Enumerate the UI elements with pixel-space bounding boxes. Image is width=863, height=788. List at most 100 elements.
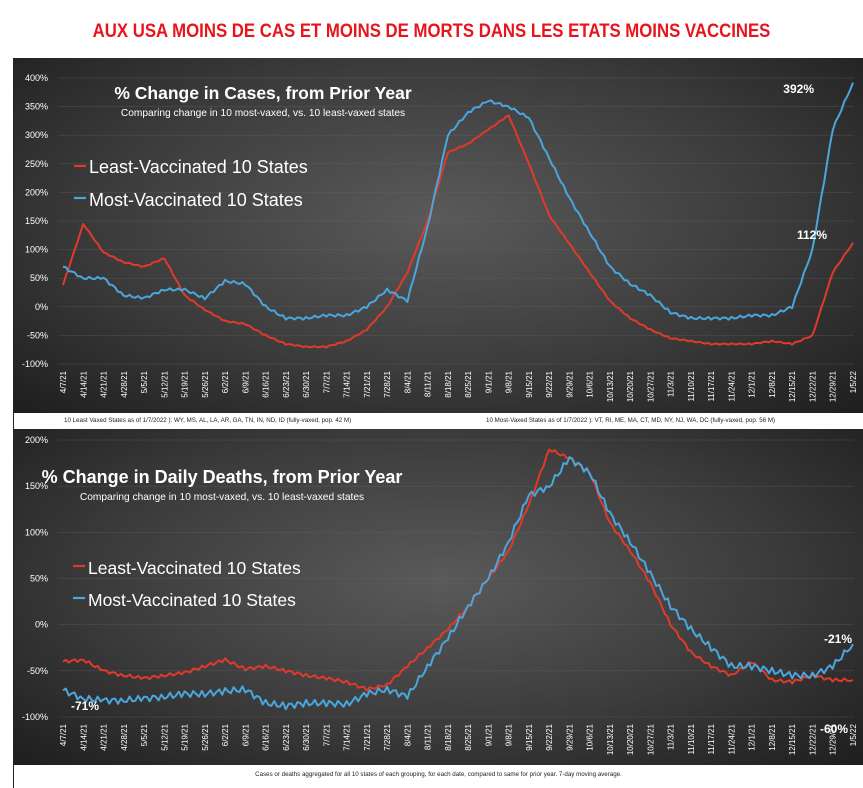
x-tick-label: 1/5/22 [849,723,858,746]
deaths-chart-panel: 200% 150% 100% 50% 0% -50% -100% 4/7/21 4/14/21… [14,429,863,765]
x-tick-label: 9/22/21 [545,723,554,750]
x-tick-label: 12/1/21 [748,723,757,750]
x-tick-label: 6/9/21 [241,723,250,746]
x-tick-label: 10/6/21 [586,370,595,397]
annotation-cases-most-end: 392% [783,82,814,96]
x-tick-label: 8/25/21 [464,370,473,397]
x-tick-label: 11/17/21 [707,723,716,754]
x-tick-label: 4/21/21 [100,723,109,750]
x-tick-label: 5/5/21 [140,370,149,393]
x-tick-label: 5/26/21 [201,723,210,750]
x-tick-label: 10/20/21 [626,723,635,755]
x-tick-label: 6/23/21 [282,370,291,397]
y-tick-label: -100% [22,359,48,369]
deaths-chart: 200% 150% 100% 50% 0% -50% -100% 4/7/21 4/14/21… [22,435,858,755]
cases-y-ticks: 400% 350% 300% 250% 200% 150% 100% 50% 0% -50% -10… [22,73,48,369]
y-tick-label: 200% [25,187,48,197]
x-tick-label: 6/9/21 [241,370,250,393]
x-tick-label: 7/14/21 [343,370,352,397]
y-tick-label: -50% [27,330,48,340]
x-tick-label: 9/8/21 [505,370,514,393]
x-tick-label: 11/10/21 [687,370,696,401]
cases-gridlines [58,77,854,365]
x-tick-label: 8/18/21 [444,370,453,397]
x-tick-label: 6/2/21 [221,723,230,746]
legend-least-label: Least-Vaccinated 10 States [88,558,301,578]
x-tick-label: 9/15/21 [525,370,534,397]
deaths-chart-subtitle: Comparing change in 10 most-vaxed, vs. 1… [80,492,364,503]
state-lists-caption: 10 Least Vaxed States as of 1/7/2022 ): … [14,413,863,429]
y-tick-label: 350% [25,102,48,112]
x-tick-label: 12/15/21 [788,370,797,402]
x-tick-label: 10/13/21 [606,370,615,402]
x-tick-label: 7/28/21 [383,723,392,750]
y-tick-label: 200% [25,435,48,445]
x-tick-label: 7/7/21 [322,370,331,393]
x-tick-label: 5/26/21 [201,370,210,397]
x-tick-label: 1/5/22 [849,370,858,393]
x-tick-label: 9/22/21 [545,370,554,397]
x-tick-label: 9/1/21 [484,370,493,393]
annotation-deaths-most-end: -21% [824,632,852,646]
x-tick-label: 5/12/21 [160,370,169,397]
x-tick-label: 6/30/21 [302,723,311,750]
annotation-deaths-least-end: -60% [820,722,848,736]
y-tick-label: 150% [25,481,48,491]
cases-series-lines [62,82,854,349]
x-tick-label: 4/14/21 [79,723,88,750]
x-tick-label: 5/12/21 [160,723,169,750]
x-tick-label: 12/8/21 [768,370,777,397]
x-tick-label: 11/24/21 [727,370,736,401]
deaths-x-ticks: 4/7/21 4/14/21 4/21/21 4/28/21 5/5/21 5/12/21… [59,723,858,755]
series-line-most-vaccinated [62,82,854,321]
x-tick-label: 4/7/21 [59,723,68,746]
x-tick-label: 12/22/21 [808,723,817,755]
x-tick-label: 8/25/21 [464,723,473,750]
left-border [13,58,14,788]
cases-x-ticks: 4/7/21 4/14/21 4/21/21 4/28/21 5/5/21 5/12/21… [59,370,858,402]
x-tick-label: 6/23/21 [282,723,291,750]
most-vaxed-states-caption: 10 Most-Vaxed States as of 1/7/2022 ): V… [486,417,776,424]
x-tick-label: 12/29/21 [829,370,838,402]
legend-least-label: Least-Vaccinated 10 States [89,157,308,177]
y-tick-label: 0% [35,620,48,630]
cases-chart-subtitle: Comparing change in 10 most-vaxed, vs. 1… [121,108,405,119]
x-tick-label: 9/29/21 [565,370,574,397]
x-tick-label: 6/16/21 [262,370,271,397]
x-tick-label: 7/7/21 [322,723,331,746]
y-tick-label: 0% [35,302,48,312]
cases-chart-panel: 400% 350% 300% 250% 200% 150% 100% 50% 0% -50% -10… [14,58,863,413]
cases-chart: 400% 350% 300% 250% 200% 150% 100% 50% 0% -50% -10… [22,73,858,402]
x-tick-label: 7/28/21 [383,370,392,397]
x-tick-label: 5/5/21 [140,723,149,746]
x-tick-label: 6/16/21 [262,723,271,750]
x-tick-label: 7/21/21 [363,370,372,397]
y-tick-label: -100% [22,712,48,722]
deaths-series-lines [62,448,854,711]
x-tick-label: 11/3/21 [667,723,676,750]
x-tick-label: 9/15/21 [525,723,534,750]
x-tick-label: 8/18/21 [444,723,453,750]
y-tick-label: 300% [25,130,48,140]
x-tick-label: 6/30/21 [302,370,311,397]
y-tick-label: 400% [25,73,48,83]
x-tick-label: 11/17/21 [707,370,716,401]
annotation-deaths-most-start: -71% [71,699,99,713]
x-tick-label: 4/28/21 [120,723,129,750]
x-tick-label: 8/4/21 [403,370,412,393]
x-tick-label: 12/29/21 [829,723,838,755]
x-tick-label: 12/1/21 [748,370,757,397]
x-tick-label: 9/1/21 [484,723,493,746]
x-tick-label: 10/27/21 [646,370,655,402]
x-tick-label: 12/15/21 [788,723,797,755]
x-tick-label: 7/14/21 [343,723,352,750]
x-tick-label: 12/22/21 [808,370,817,402]
x-tick-label: 11/24/21 [727,723,736,754]
cases-chart-title: % Change in Cases, from Prior Year [114,83,411,103]
deaths-y-ticks: 200% 150% 100% 50% 0% -50% -100% [22,435,48,722]
footer-caption: Cases or deaths aggregated for all 10 st… [255,771,622,778]
x-tick-label: 12/8/21 [768,723,777,750]
series-line-most-vaccinated [62,456,854,711]
x-tick-label: 10/20/21 [626,370,635,402]
x-tick-label: 4/21/21 [100,370,109,397]
